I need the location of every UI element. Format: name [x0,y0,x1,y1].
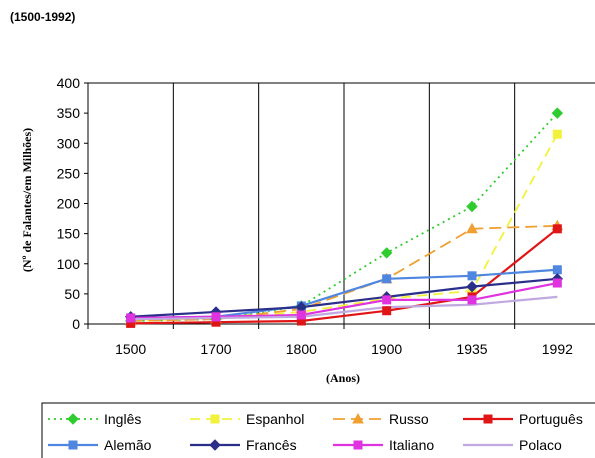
x-tick-label: 1992 [542,341,573,357]
data-point-italiano [467,295,477,305]
legend-marker-ingles [67,413,79,425]
legend-label-russo: Russo [389,411,429,427]
x-tick-label: 1935 [456,341,487,357]
y-axis-title: (Nº de Falantes/em Milhões) [20,128,34,272]
series-markers [124,107,564,328]
series-line-ingles [130,112,558,322]
series-line-russo [130,224,558,322]
y-tick-label: 100 [57,256,81,272]
data-point-italiano [382,295,392,305]
plot-background [88,83,595,324]
x-tick-label: 1900 [371,341,402,357]
y-tick-label: 200 [57,196,81,212]
data-point-italiano [211,312,221,322]
legend-marker-espanhol [210,414,220,424]
data-point-ingles [380,247,393,259]
legend-marker-italiano [353,440,363,450]
data-point-portugues [552,224,562,234]
data-point-italiano [296,310,306,320]
legend-label-ingles: Inglês [104,411,141,427]
data-point-frances [466,280,478,293]
legend-marker-alemao [68,440,78,450]
x-axis-title: (Anos) [326,371,360,385]
page-heading: (1500-1992) [10,10,76,24]
data-point-ingles [551,107,564,119]
data-point-italiano [126,313,136,323]
legend-label-italiano: Italiano [389,437,434,453]
data-point-espanhol [552,129,562,139]
data-point-portugues [382,306,392,316]
series-line-frances [130,277,558,318]
y-tick-label: 250 [57,165,81,181]
y-tick-label: 150 [57,226,81,242]
y-tick-label: 400 [57,75,81,91]
legend: Inglês Espanhol Russo Português Alemão Francê… [41,402,595,458]
data-point-alemao [467,271,477,281]
data-point-russo [466,222,478,234]
legend-label-espanhol: Espanhol [246,411,304,427]
x-tick-label: 1800 [286,341,317,357]
x-axis-ticks: 1500 1700 1800 1900 1935 1992 [87,324,573,357]
legend-box [41,402,595,458]
data-point-ingles [466,200,478,213]
y-tick-label: 50 [64,286,80,302]
data-point-italiano [552,278,562,288]
legend-label-frances: Francês [246,437,297,453]
legend-label-polaco: Polaco [519,437,562,453]
y-tick-label: 350 [57,105,81,121]
plot-area [88,83,595,324]
x-tick-label: 1700 [200,341,231,357]
y-tick-label: 300 [57,135,81,151]
data-point-alemao [382,274,392,284]
x-tick-label: 1500 [115,341,146,357]
data-point-alemao [552,265,562,275]
series-lines [130,112,559,325]
series-line-italiano [130,281,558,320]
legend-marker-frances [209,439,221,451]
legend-label-portugues: Português [519,411,583,427]
series-line-polaco [130,295,558,321]
y-axis-ticks: 0 50 100 150 200 250 300 350 400 [57,75,88,332]
y-tick-label: 0 [72,316,80,332]
legend-label-alemao: Alemão [104,437,152,453]
legend-marker-portugues [483,414,493,424]
legend-marker-russo [352,412,364,424]
